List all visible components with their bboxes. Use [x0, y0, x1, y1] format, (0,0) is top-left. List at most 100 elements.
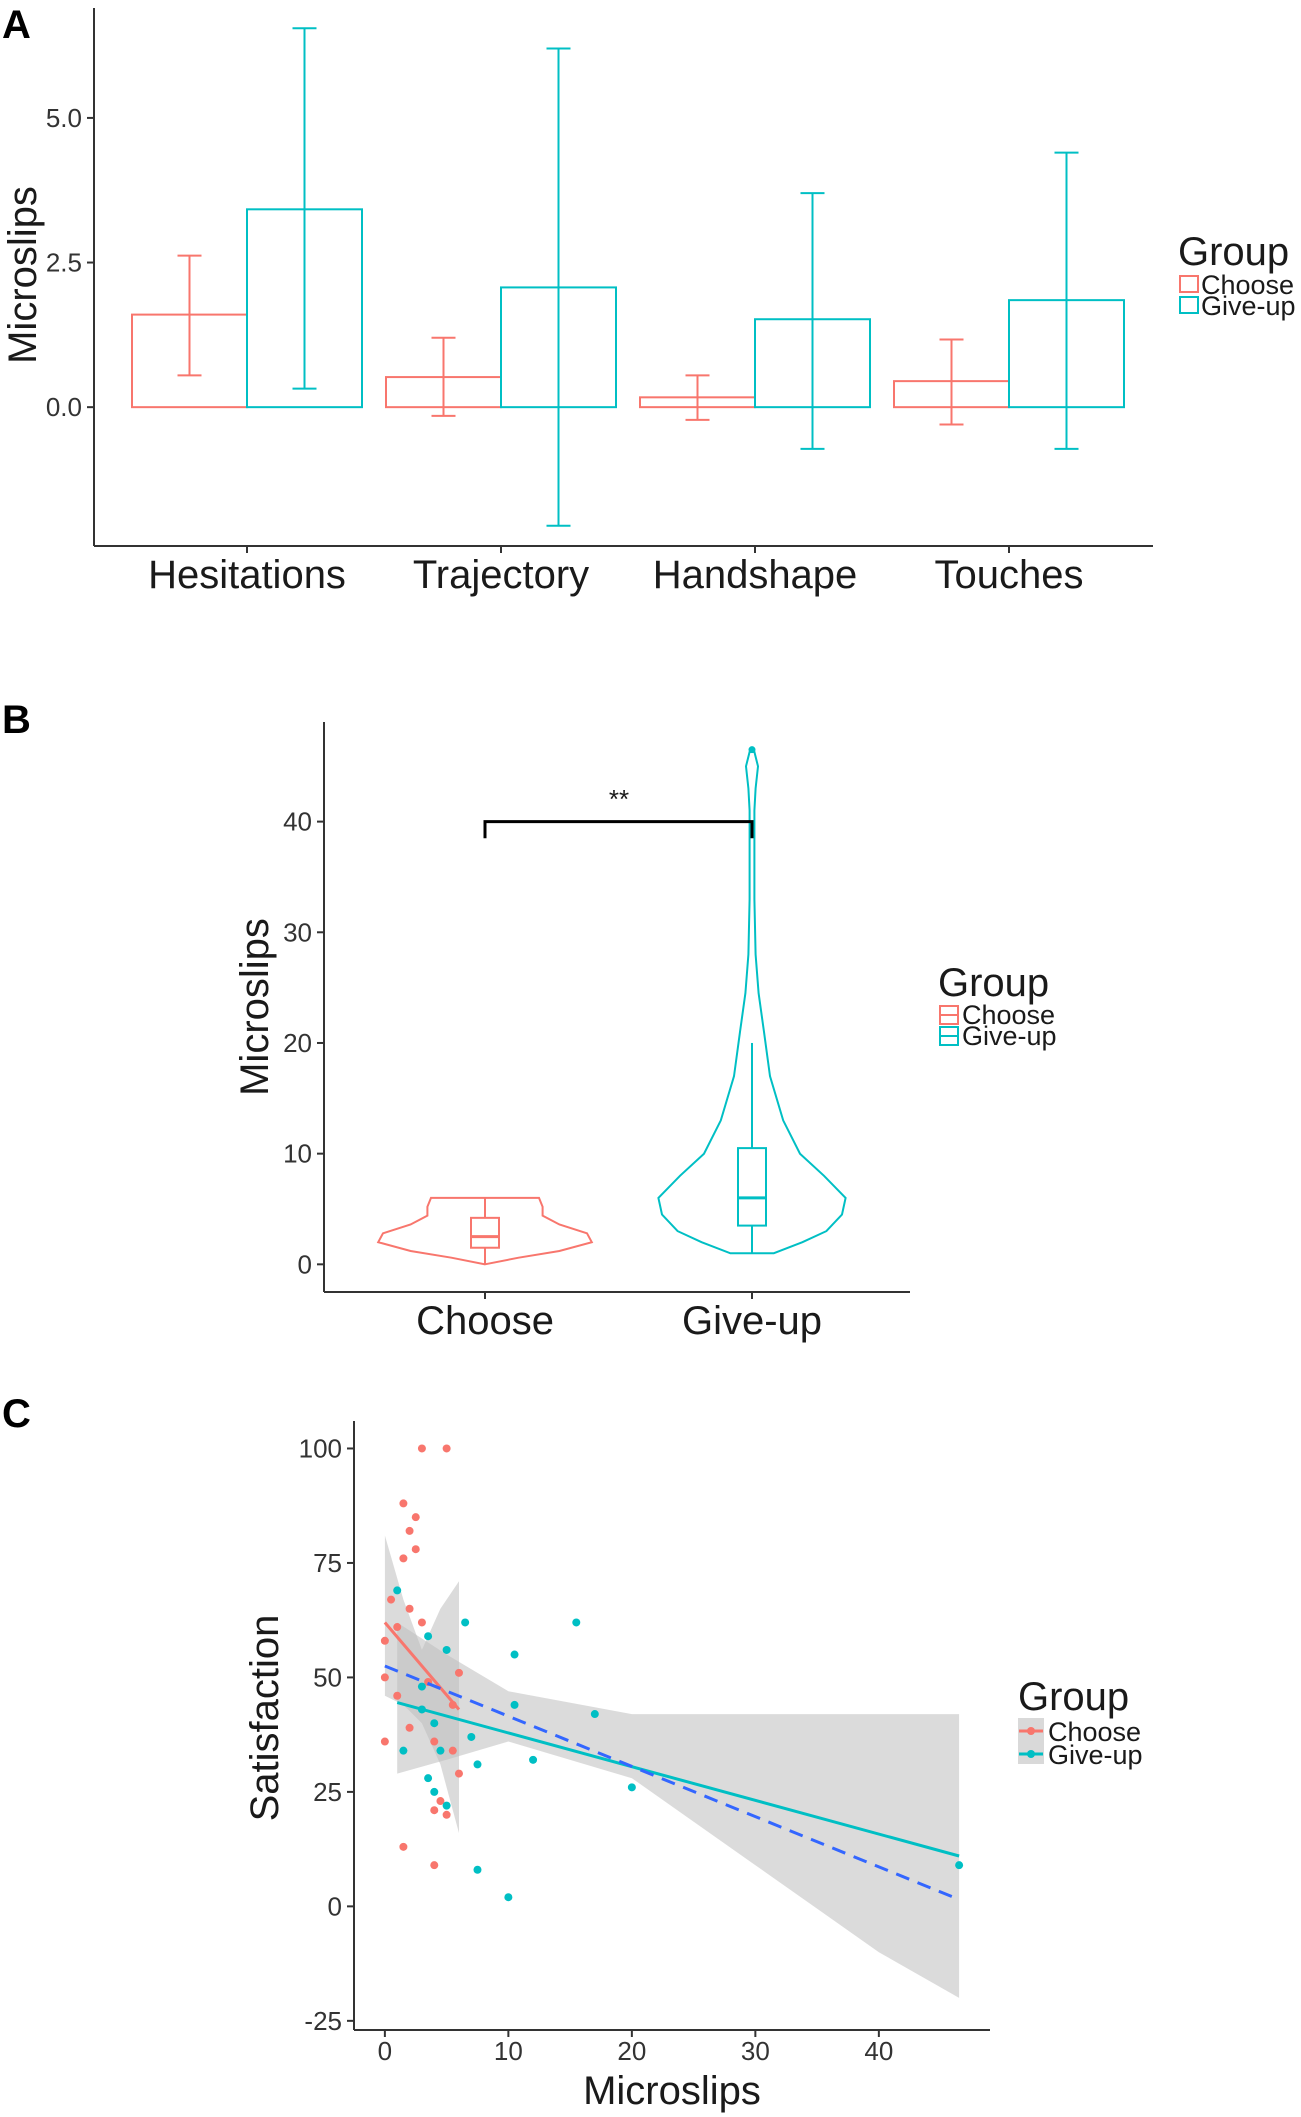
panel-a-legend-title: Group: [1178, 230, 1289, 274]
data-point-give-up: [510, 1650, 519, 1659]
panel-b-y-tick-label: 30: [283, 917, 312, 947]
panel-c-y-tick-label: 0: [328, 1891, 342, 1921]
panel-b-x-tick-label: Give-up: [682, 1299, 822, 1343]
panel-a-letter: A: [2, 3, 31, 47]
panel-c: -25 0 25 50 75 100 0 10 20 30 40 Satisfaction Micr…: [243, 1421, 1143, 2113]
significance-label: **: [609, 784, 629, 814]
error-bar-handshape-choose: [685, 374, 710, 421]
data-point-give-up: [430, 1719, 439, 1728]
panel-c-legend: Group Choose Give-up: [1018, 1675, 1143, 1770]
panel-c-x-tick-label: 40: [864, 2036, 893, 2066]
panel-c-x-tick-label: 30: [741, 2036, 770, 2066]
data-point-choose: [454, 1668, 463, 1677]
boxplot-give-up: [737, 1042, 767, 1254]
data-point-give-up: [627, 1783, 636, 1792]
regression-line-give-up: [396, 1701, 960, 1858]
panel-b-letter: B: [2, 698, 31, 742]
data-point-choose: [436, 1797, 445, 1806]
data-point-choose: [405, 1526, 414, 1535]
error-bar-touches-choose: [939, 338, 964, 426]
panel-a-x-tick-label: Handshape: [653, 553, 858, 597]
panel-a-x-tick-label: Hesitations: [148, 553, 346, 597]
confidence-band-give-up: [397, 1622, 960, 1998]
data-point-choose: [399, 1499, 408, 1508]
regression-line-overall-dashed: [384, 1664, 960, 1901]
data-point-give-up: [473, 1865, 482, 1874]
data-point-give-up: [572, 1618, 581, 1627]
data-point-choose: [448, 1746, 457, 1755]
data-point-choose: [417, 1618, 426, 1627]
data-point-give-up: [461, 1618, 470, 1627]
data-point-give-up: [442, 1801, 451, 1810]
error-bar-touches-give-up: [1054, 151, 1079, 450]
panel-c-x-label: Microslips: [583, 2069, 761, 2113]
data-point-choose: [380, 1673, 389, 1682]
panel-c-letter: C: [2, 1392, 31, 1436]
panel-b-y-label: Microslips: [233, 918, 277, 1096]
data-point-give-up: [430, 1787, 439, 1796]
boxplot-choose: [470, 1197, 500, 1265]
panel-a-legend-key-give-up: [1179, 296, 1199, 314]
panel-a-x-tick-label: Trajectory: [413, 553, 589, 597]
data-point-choose: [417, 1444, 426, 1453]
panel-a-legend-key-choose: [1179, 275, 1199, 293]
panel-c-legend-dot-choose: [1027, 1727, 1035, 1735]
error-bar-handshape-give-up: [800, 192, 825, 450]
data-point-give-up: [424, 1632, 433, 1641]
data-point-give-up: [442, 1645, 451, 1654]
panel-c-y-tick-label: 100: [299, 1433, 342, 1463]
panel-b-y-tick-label: 0: [298, 1249, 312, 1279]
panel-c-x-tick-label: 10: [494, 2036, 523, 2066]
panel-c-x-tick-label: 20: [617, 2036, 646, 2066]
panel-b-legend-title: Group: [938, 961, 1049, 1005]
boxplot-box: [737, 1147, 767, 1227]
data-point-choose: [411, 1545, 420, 1554]
panel-a-y-tick-label: 0.0: [46, 392, 82, 422]
data-point-give-up: [417, 1682, 426, 1691]
data-point-choose: [405, 1723, 414, 1732]
data-point-give-up: [424, 1774, 433, 1783]
data-point-choose: [399, 1554, 408, 1563]
panel-c-y-tick-label: 75: [313, 1548, 342, 1578]
regression-line-choose: [383, 1621, 461, 1711]
error-bar-hesitations-give-up: [292, 27, 317, 390]
data-point-give-up: [529, 1755, 538, 1764]
panel-b-legend-label-choose: Choose: [962, 1000, 1055, 1030]
panel-a-y-label: Microslips: [1, 186, 45, 364]
data-point-choose: [442, 1810, 451, 1819]
panel-c-legend-label-give-up: Give-up: [1048, 1740, 1143, 1770]
data-point-give-up: [393, 1586, 402, 1595]
data-point-choose: [430, 1737, 439, 1746]
panel-c-y-label: Satisfaction: [243, 1615, 287, 1822]
data-point-give-up: [955, 1861, 964, 1870]
data-point-give-up: [590, 1710, 599, 1719]
panel-c-x-tick-label: 0: [378, 2036, 392, 2066]
data-point-choose: [454, 1769, 463, 1778]
data-point-choose: [380, 1636, 389, 1645]
error-bar-trajectory-give-up: [546, 47, 571, 527]
error-bar-hesitations-choose: [177, 254, 202, 377]
panel-b-legend: Group Choose Give-up: [938, 961, 1057, 1051]
panel-a: 0.0 2.5 5.0 Hesitations Trajectory Handshape T…: [1, 8, 1296, 597]
data-point-choose: [399, 1842, 408, 1851]
error-bar-trajectory-choose: [431, 336, 456, 417]
panel-b-y-tick-label: 40: [283, 807, 312, 837]
data-point-choose: [380, 1737, 389, 1746]
panel-c-legend-title: Group: [1018, 1675, 1129, 1719]
panel-a-y-tick-label: 5.0: [46, 103, 82, 133]
data-point-choose: [442, 1444, 451, 1453]
significance-bracket: [483, 820, 754, 839]
violin-choose: [376, 1196, 594, 1266]
outlier-point-give-up: [748, 746, 756, 754]
panel-c-y-tick-label: -25: [304, 2006, 342, 2036]
panel-a-legend-label-give-up: Give-up: [1201, 291, 1296, 321]
data-point-choose: [387, 1595, 396, 1604]
panel-b-x-tick-label: Choose: [416, 1299, 554, 1343]
panel-c-y-tick-label: 50: [313, 1662, 342, 1692]
data-point-give-up: [467, 1732, 476, 1741]
panel-b-legend-label-give-up: Give-up: [962, 1021, 1057, 1051]
panel-a-legend: Group Choose Give-up: [1178, 230, 1296, 321]
data-point-give-up: [510, 1700, 519, 1709]
